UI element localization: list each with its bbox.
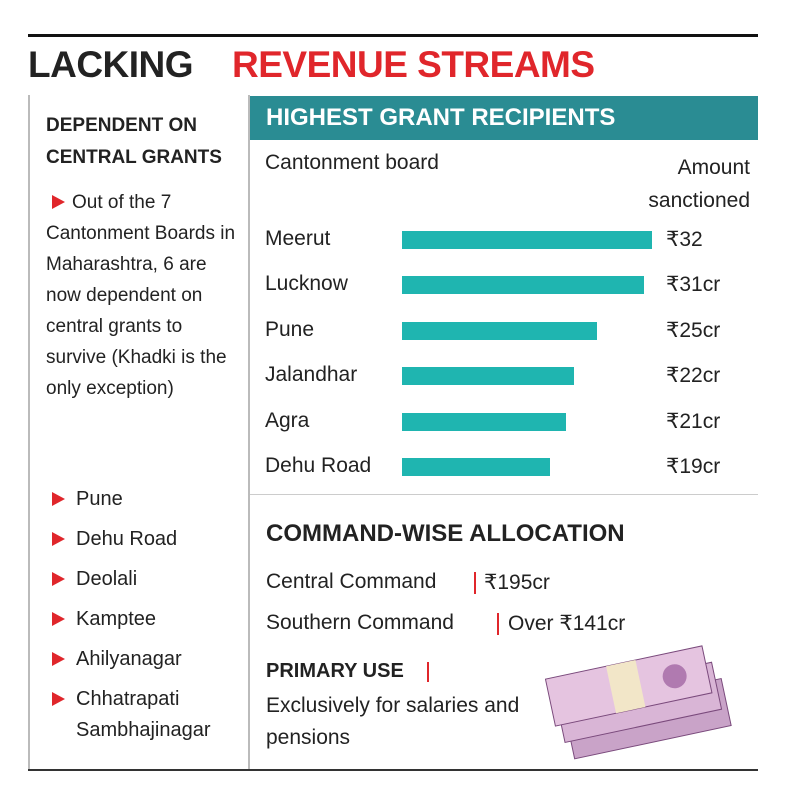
separator [427, 662, 429, 682]
title-black: LACKING [28, 44, 194, 85]
bullet [52, 532, 65, 546]
section-rule [250, 494, 758, 495]
value-label: ₹22cr [666, 364, 721, 388]
bar [402, 458, 551, 476]
bar [402, 367, 574, 386]
category-header: Cantonment board [265, 151, 439, 174]
bullet [52, 195, 65, 209]
board-name: Chhatrapati Sambhajinagar [76, 688, 211, 741]
value-label: ₹32 [666, 228, 703, 251]
category-label: Dehu Road [265, 454, 372, 477]
sidebar-note: Out of the 7 Cantonment Boards in Mahara… [46, 192, 236, 399]
value-header: Amount sanctioned [648, 156, 750, 212]
amount: ₹195cr [484, 571, 550, 594]
bar [402, 276, 645, 295]
primary-use-heading: PRIMARY USE [266, 660, 404, 682]
bottom-rule [28, 769, 758, 771]
command: Southern Command [266, 611, 454, 634]
value-label: ₹31cr [666, 273, 721, 297]
category-label: Meerut [265, 227, 331, 250]
chart-header-band [250, 96, 758, 140]
category-label: Jalandhar [265, 363, 358, 387]
command: Central Command [266, 570, 437, 593]
chart-title: HIGHEST GRANT RECIPIENTS [266, 104, 616, 131]
bullet [52, 572, 65, 586]
top-rule [28, 34, 758, 37]
bullet [52, 652, 65, 666]
value-label: ₹25cr [666, 318, 721, 342]
bullet [52, 612, 65, 626]
bullet [52, 492, 65, 506]
frame-left [28, 95, 30, 770]
allocation-heading: COMMAND-WISE ALLOCATION [266, 520, 625, 547]
title-red: REVENUE STREAMS [232, 44, 595, 85]
category-label: Lucknow [265, 272, 348, 296]
category-label: Agra [265, 408, 310, 432]
sidebar-heading: DEPENDENT ON CENTRAL GRANTS [46, 115, 222, 168]
bullet [52, 692, 65, 706]
bar [402, 321, 598, 340]
board-name: Deolali [76, 568, 138, 590]
board-name: Pune [76, 488, 123, 510]
amount: Over ₹141cr [508, 612, 626, 635]
value-label: ₹19cr [666, 455, 721, 478]
bar [402, 231, 652, 249]
column-rule [248, 95, 250, 770]
category-label: Pune [265, 317, 315, 341]
money-illustration [545, 645, 732, 760]
value-label: ₹21cr [666, 409, 721, 433]
separator [497, 613, 499, 635]
separator [474, 572, 476, 594]
board-name: Kamptee [76, 608, 157, 630]
board-name: Dehu Road [76, 528, 178, 550]
board-name: Ahilyanagar [76, 648, 182, 670]
primary-use-text: Exclusively for salaries and pensions [266, 694, 520, 749]
bar [402, 412, 567, 431]
